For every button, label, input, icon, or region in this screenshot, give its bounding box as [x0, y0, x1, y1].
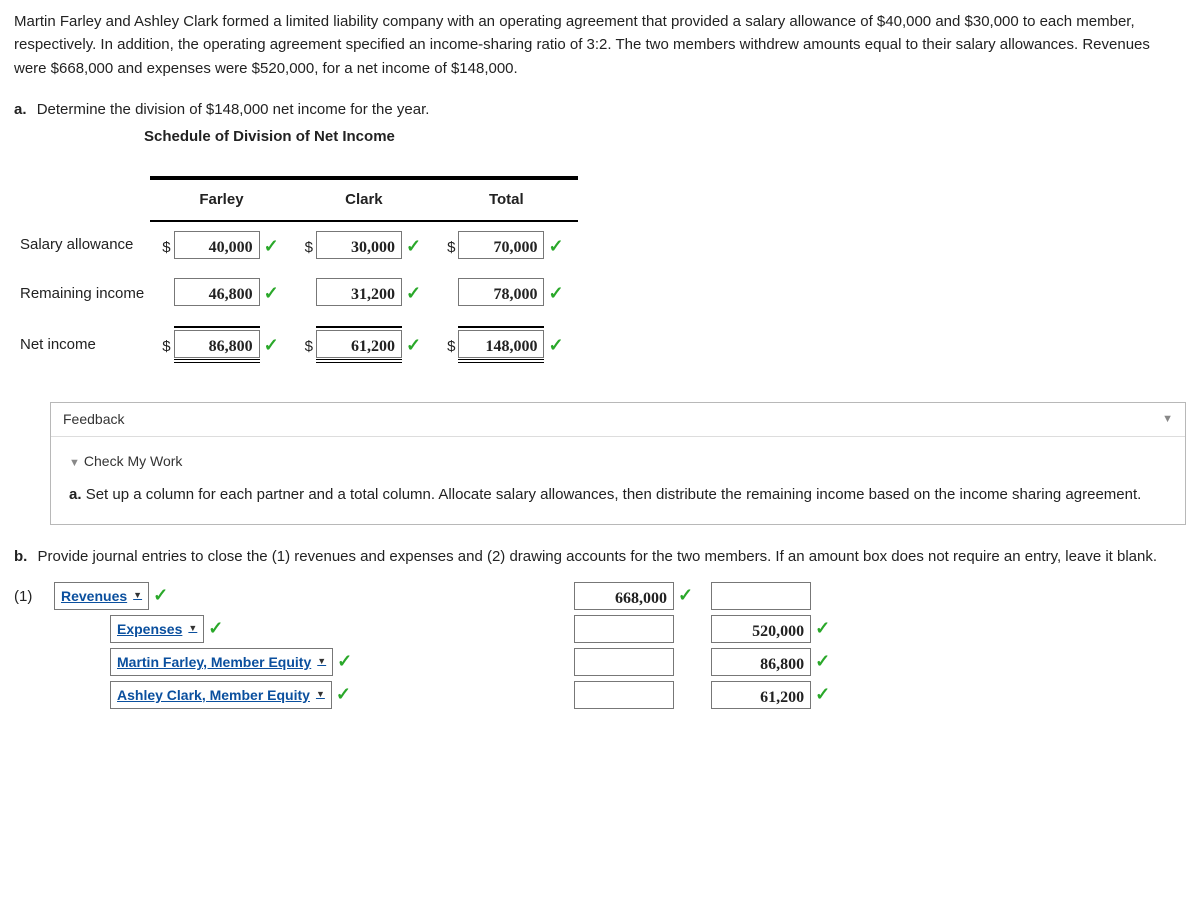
salary-farley-input[interactable]: 40,000: [174, 231, 260, 259]
credit-input[interactable]: 520,000: [711, 615, 811, 643]
remaining-total-input[interactable]: 78,000: [458, 278, 544, 306]
chevron-down-icon: ▼: [188, 622, 197, 636]
part-b-line: b. Provide journal entries to close the …: [14, 545, 1186, 568]
chevron-down-icon: ▼: [316, 688, 325, 702]
salary-clark-input[interactable]: 30,000: [316, 231, 402, 259]
check-icon: ✓: [674, 582, 701, 610]
chevron-down-icon: ▼: [317, 655, 326, 669]
dollar-sign: $: [299, 239, 316, 256]
debit-input[interactable]: [574, 681, 674, 709]
credit-input[interactable]: [711, 582, 811, 610]
division-table: Farley Clark Total Salary allowance $40,…: [14, 176, 578, 371]
check-icon: ✓: [149, 582, 176, 610]
col-farley: Farley: [150, 178, 292, 220]
remaining-farley-input[interactable]: 46,800: [174, 278, 260, 306]
row-salary-label: Salary allowance: [14, 221, 150, 270]
check-icon: ✓: [260, 335, 287, 355]
je-line: Ashley Clark, Member Equity ▼ ✓ ✓ 61,200…: [14, 681, 1186, 709]
col-clark: Clark: [293, 178, 435, 220]
debit-input[interactable]: 668,000: [574, 582, 674, 610]
entry-number: (1): [14, 585, 54, 608]
dollar-sign: $: [156, 239, 173, 256]
check-my-work-toggle[interactable]: ▼ Check My Work: [69, 451, 1167, 473]
check-icon: ✓: [811, 615, 838, 643]
dollar-sign: $: [156, 338, 173, 355]
chevron-down-icon: ▼: [133, 589, 142, 603]
account-name: Expenses: [117, 619, 182, 641]
check-icon: ✓: [544, 283, 571, 303]
account-name: Revenues: [61, 586, 127, 608]
account-select[interactable]: Martin Farley, Member Equity ▼: [110, 648, 333, 676]
account-name: Martin Farley, Member Equity: [117, 652, 311, 674]
je-line: Expenses ▼ ✓ ✓ 520,000 ✓: [14, 615, 1186, 643]
check-icon: ✓: [811, 681, 838, 709]
journal-entry-1: (1) Revenues ▼ ✓ 668,000 ✓ Expenses ▼ ✓ …: [14, 582, 1186, 709]
part-b-label: b.: [14, 548, 27, 565]
debit-input[interactable]: [574, 615, 674, 643]
row-net: Net income $86,800✓ $61,200✓ $148,000✓: [14, 317, 578, 371]
credit-input[interactable]: 61,200: [711, 681, 811, 709]
check-my-work-label: Check My Work: [84, 453, 183, 469]
check-icon: ✓: [260, 283, 287, 303]
check-icon: ✓: [402, 283, 429, 303]
debit-input[interactable]: [574, 648, 674, 676]
account-name: Ashley Clark, Member Equity: [117, 685, 310, 707]
feedback-panel: Feedback ▼ ▼ Check My Work a. Set up a co…: [50, 402, 1186, 526]
remaining-clark-input[interactable]: 31,200: [316, 278, 402, 306]
account-select[interactable]: Ashley Clark, Member Equity ▼: [110, 681, 332, 709]
account-select[interactable]: Revenues ▼: [54, 582, 149, 610]
schedule-title: Schedule of Division of Net Income: [144, 125, 1186, 148]
check-icon: ✓: [544, 335, 571, 355]
row-net-label: Net income: [14, 317, 150, 371]
je-line: Martin Farley, Member Equity ▼ ✓ ✓ 86,80…: [14, 648, 1186, 676]
credit-input[interactable]: 86,800: [711, 648, 811, 676]
col-total: Total: [435, 178, 577, 220]
check-icon: ✓: [402, 335, 429, 355]
hint-label: a.: [69, 486, 82, 503]
feedback-header[interactable]: Feedback ▼: [51, 403, 1185, 438]
check-icon: ✓: [260, 236, 287, 256]
je-line: (1) Revenues ▼ ✓ 668,000 ✓: [14, 582, 1186, 610]
dollar-sign: $: [441, 239, 458, 256]
chevron-down-icon: ▼: [69, 457, 80, 469]
net-clark-input[interactable]: 61,200: [316, 330, 402, 358]
check-icon: ✓: [333, 648, 360, 676]
net-total-input[interactable]: 148,000: [458, 330, 544, 358]
salary-total-input[interactable]: 70,000: [458, 231, 544, 259]
problem-intro: Martin Farley and Ashley Clark formed a …: [14, 10, 1186, 80]
net-farley-input[interactable]: 86,800: [174, 330, 260, 358]
row-salary: Salary allowance $40,000✓ $30,000✓ $70,0…: [14, 221, 578, 270]
collapse-icon: ▼: [1162, 411, 1173, 428]
part-b-question: Provide journal entries to close the (1)…: [38, 548, 1158, 565]
part-a-label: a.: [14, 101, 27, 118]
row-remaining-label: Remaining income: [14, 269, 150, 317]
check-icon: ✓: [204, 615, 231, 643]
check-icon: ✓: [544, 236, 571, 256]
dollar-sign: $: [299, 338, 316, 355]
hint-text: a. Set up a column for each partner and …: [69, 483, 1167, 506]
check-icon: ✓: [402, 236, 429, 256]
part-a-question: Determine the division of $148,000 net i…: [37, 101, 430, 118]
account-select[interactable]: Expenses ▼: [110, 615, 204, 643]
feedback-title: Feedback: [63, 409, 124, 431]
check-icon: ✓: [811, 648, 838, 676]
part-a-line: a. Determine the division of $148,000 ne…: [14, 98, 1186, 121]
hint-body: Set up a column for each partner and a t…: [86, 486, 1142, 503]
check-icon: ✓: [332, 681, 359, 709]
dollar-sign: $: [441, 338, 458, 355]
row-remaining: Remaining income $46,800✓ $31,200✓ $78,0…: [14, 269, 578, 317]
